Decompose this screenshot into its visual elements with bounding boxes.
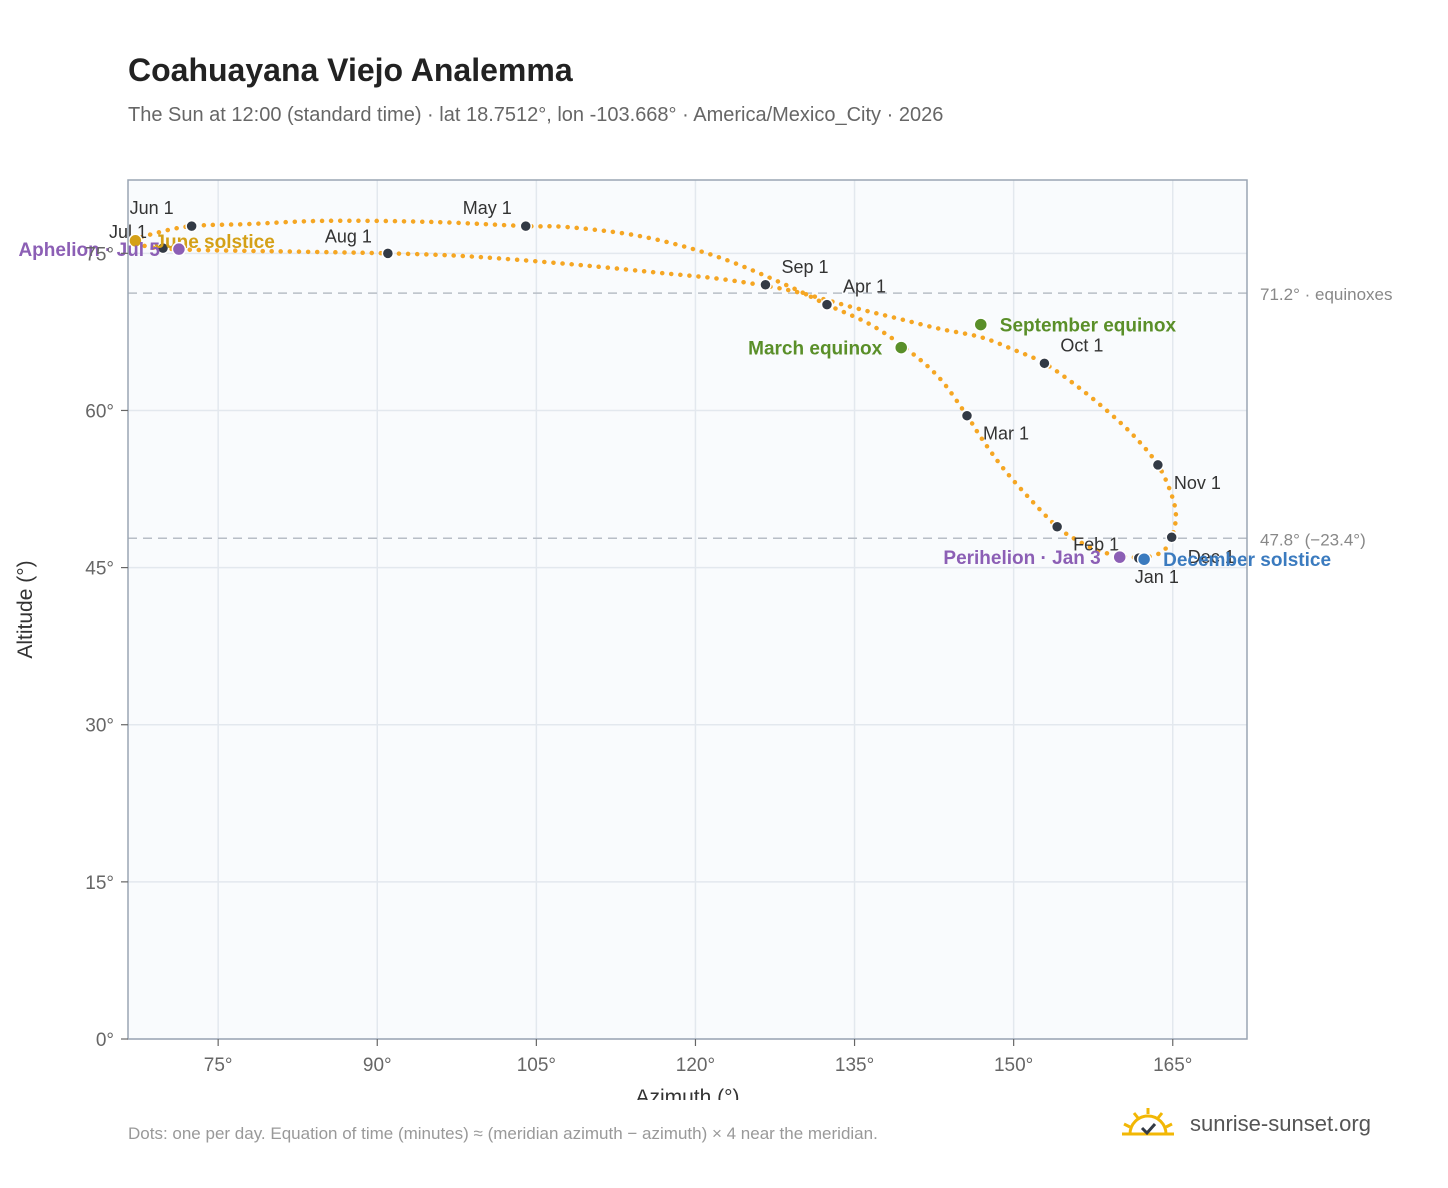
- month-marker: [820, 298, 834, 311]
- month-marker-label: May 1: [463, 198, 512, 218]
- x-tick-label: 105°: [517, 1055, 556, 1076]
- y-tick-label: 60°: [85, 401, 114, 422]
- event-label: September equinox: [1000, 316, 1177, 337]
- y-tick-label: 15°: [85, 873, 114, 894]
- x-axis-label: Azimuth (°): [635, 1086, 739, 1100]
- month-marker-label: Sep 1: [781, 257, 828, 277]
- month-marker: [960, 409, 974, 422]
- event-marker: [893, 340, 909, 355]
- y-tick-label: 30°: [85, 716, 114, 737]
- reference-line-label: 71.2° · equinoxes: [1260, 285, 1393, 304]
- month-marker-label: Dec 1: [1188, 547, 1235, 567]
- month-marker-label: Jan 1: [1135, 567, 1179, 587]
- x-tick-label: 150°: [994, 1055, 1033, 1076]
- month-marker: [156, 241, 170, 255]
- month-marker-label: Feb 1: [1073, 535, 1119, 555]
- month-marker-label: Mar 1: [983, 424, 1029, 444]
- month-marker-label: Oct 1: [1060, 335, 1103, 355]
- month-marker: [1050, 520, 1064, 533]
- chart-subtitle: The Sun at 12:00 (standard time) · lat 1…: [128, 104, 944, 126]
- month-marker: [185, 219, 198, 233]
- event-label: Perihelion · Jan 3: [943, 548, 1100, 569]
- reference-lines: 71.2° · equinoxes 47.8° (−23.4°): [128, 285, 1393, 549]
- brand-name: sunrise-sunset.org: [1190, 1111, 1371, 1136]
- month-marker-label: Nov 1: [1174, 473, 1221, 493]
- reference-line-label: 47.8° (−23.4°): [1260, 530, 1366, 549]
- plot-area: [128, 180, 1247, 1039]
- x-tick-label: 90°: [363, 1055, 392, 1076]
- event-label: March equinox: [748, 339, 883, 360]
- month-marker: [1165, 530, 1178, 544]
- event-marker: [128, 233, 143, 249]
- y-tick-label: 75°: [85, 244, 114, 265]
- month-marker: [381, 247, 395, 260]
- chart-title: Coahuayana Viejo Analemma: [128, 52, 573, 88]
- event-marker: [1136, 551, 1152, 567]
- event-marker: [1112, 549, 1127, 565]
- event-marker: [171, 241, 187, 257]
- x-tick-label: 135°: [835, 1055, 874, 1076]
- y-axis-label: Altitude (°): [14, 560, 37, 658]
- month-marker: [519, 219, 532, 233]
- brand-logo: sunrise-sunset.org: [1120, 1102, 1371, 1146]
- sun-logo-icon: [1122, 1108, 1174, 1136]
- month-marker-label: Jun 1: [130, 198, 174, 218]
- plot-border: [127, 179, 1248, 1040]
- x-tick-label: 120°: [676, 1055, 715, 1076]
- month-marker-label: Apr 1: [843, 277, 886, 297]
- month-marker: [759, 278, 772, 292]
- month-marker: [1151, 458, 1165, 472]
- footnote: Dots: one per day. Equation of time (min…: [128, 1124, 878, 1143]
- y-tick-label: 0°: [96, 1030, 114, 1051]
- y-tick-label: 45°: [85, 559, 114, 580]
- axis-ticks: 75° 90° 105° 120° 135° 150° 165° 0° 15° 30° 45° 60°…: [85, 244, 1192, 1076]
- x-tick-label: 75°: [204, 1055, 233, 1076]
- event-label: Aphelion · Jul 5: [18, 240, 160, 261]
- event-marker: [973, 317, 989, 332]
- month-marker: [1038, 357, 1051, 370]
- month-marker-label: Aug 1: [325, 226, 372, 246]
- x-tick-label: 165°: [1153, 1055, 1192, 1076]
- analemma-chart: 71.2° · equinoxes 47.8° (−23.4°) Jan 1 Feb…: [14, 179, 1393, 1100]
